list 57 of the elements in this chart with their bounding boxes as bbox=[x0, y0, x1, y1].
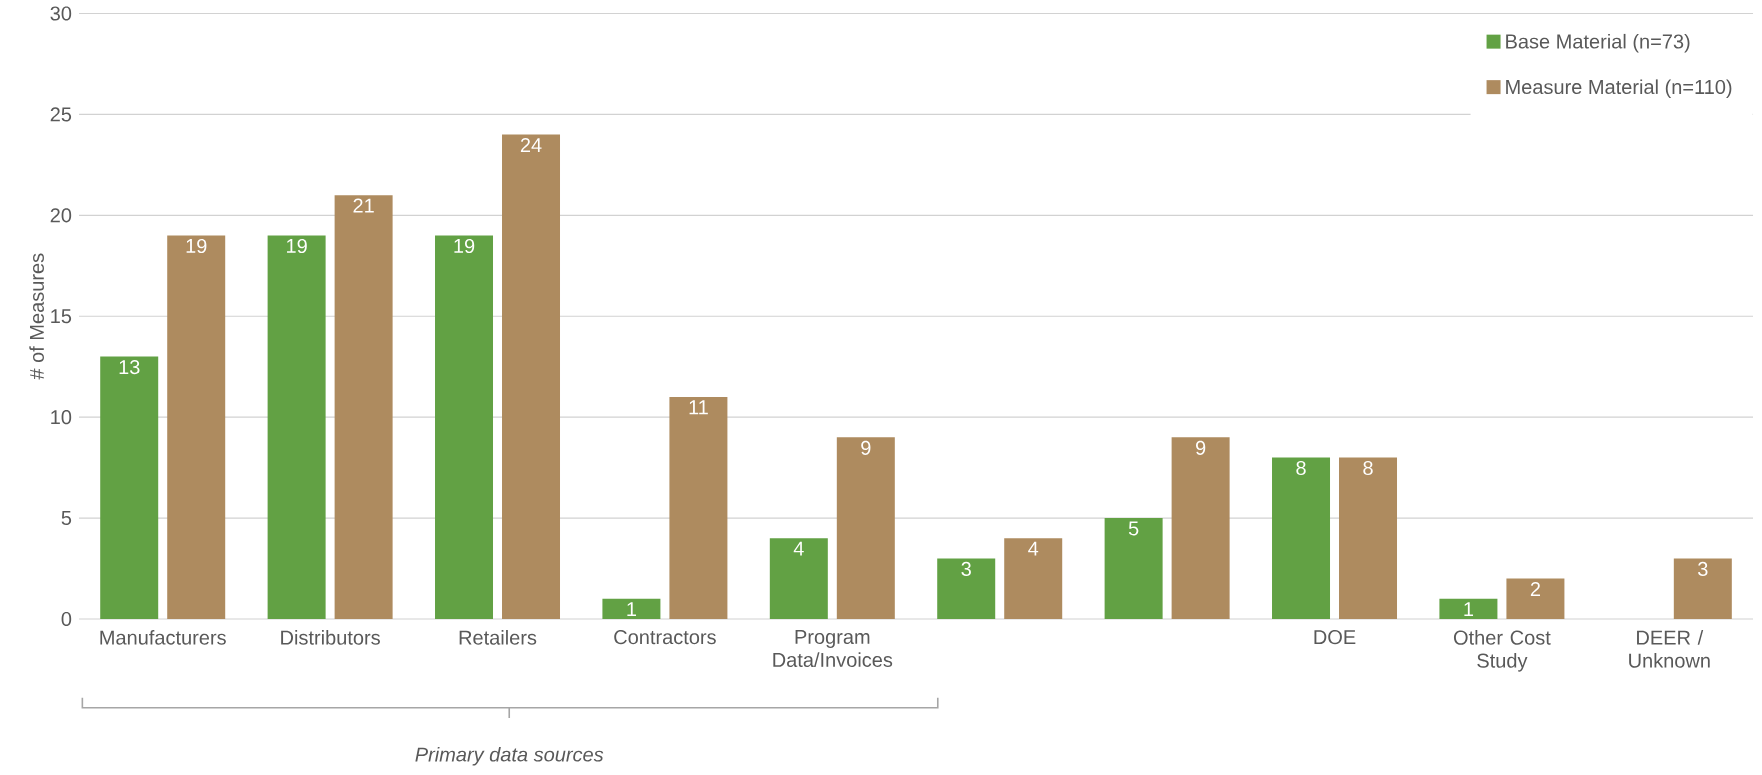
bar bbox=[1104, 518, 1163, 619]
data-label: 9 bbox=[861, 440, 871, 455]
y-tick-label: 15 bbox=[51, 309, 72, 324]
bar bbox=[267, 235, 326, 619]
data-label: 8 bbox=[1363, 460, 1373, 476]
bar bbox=[100, 356, 159, 619]
data-label: 2 bbox=[1530, 582, 1540, 596]
bar bbox=[937, 558, 996, 619]
legend-label: Measure Material (n=110) bbox=[1506, 79, 1732, 99]
data-label: 1 bbox=[627, 602, 637, 616]
bar bbox=[435, 235, 494, 619]
x-tick-label: Other Cost Study bbox=[1453, 630, 1551, 672]
bar bbox=[602, 598, 661, 619]
data-label: 19 bbox=[454, 238, 475, 254]
bar bbox=[502, 134, 561, 619]
bar bbox=[1506, 578, 1565, 619]
data-label: 1 bbox=[1464, 602, 1474, 616]
data-label: 11 bbox=[689, 400, 708, 415]
bar bbox=[1171, 437, 1230, 619]
y-tick-label: 10 bbox=[51, 410, 72, 425]
data-label: 3 bbox=[1698, 561, 1708, 576]
y-tick-label: 0 bbox=[61, 611, 72, 627]
y-axis-title: # of Measures bbox=[29, 253, 44, 380]
text: Primary data sources bbox=[415, 746, 604, 766]
y-tick-label: 20 bbox=[50, 208, 72, 223]
bar bbox=[769, 538, 828, 619]
x-tick-label: Manufacturers bbox=[100, 630, 226, 645]
data-label: 3 bbox=[961, 561, 971, 576]
x-tick-label: DEER / Unknown bbox=[1629, 630, 1710, 668]
bar bbox=[1272, 457, 1331, 619]
x-tick-label: Contractors bbox=[614, 630, 716, 645]
bar bbox=[1339, 457, 1398, 619]
data-label: 24 bbox=[520, 138, 542, 152]
data-label: 9 bbox=[1196, 440, 1206, 455]
y-tick-label: 25 bbox=[50, 107, 72, 122]
bar bbox=[334, 195, 393, 619]
x-tick-label: Distributors bbox=[281, 630, 380, 645]
x-tick-label: Program Data/Invoices bbox=[773, 630, 893, 667]
data-label: 4 bbox=[1028, 541, 1039, 556]
data-label: 21 bbox=[353, 198, 374, 213]
x-tick-label: DOE bbox=[1314, 630, 1356, 645]
bar bbox=[836, 437, 895, 619]
bar bbox=[669, 396, 728, 619]
data-label: 19 bbox=[186, 238, 207, 254]
legend-label: Base Material (n=73) bbox=[1506, 33, 1690, 53]
x-tick-label: Retailers bbox=[459, 630, 537, 645]
y-tick-label: 5 bbox=[61, 511, 72, 526]
bar bbox=[1004, 538, 1063, 619]
bar bbox=[1439, 598, 1498, 619]
data-label: 8 bbox=[1296, 460, 1306, 476]
bar bbox=[1673, 558, 1732, 619]
bar bbox=[167, 235, 226, 619]
data-label: 19 bbox=[287, 238, 307, 254]
data-label: 5 bbox=[1128, 521, 1139, 536]
y-tick-label: 30 bbox=[50, 6, 72, 21]
data-label: 4 bbox=[793, 541, 804, 556]
data-label: 13 bbox=[119, 360, 140, 375]
